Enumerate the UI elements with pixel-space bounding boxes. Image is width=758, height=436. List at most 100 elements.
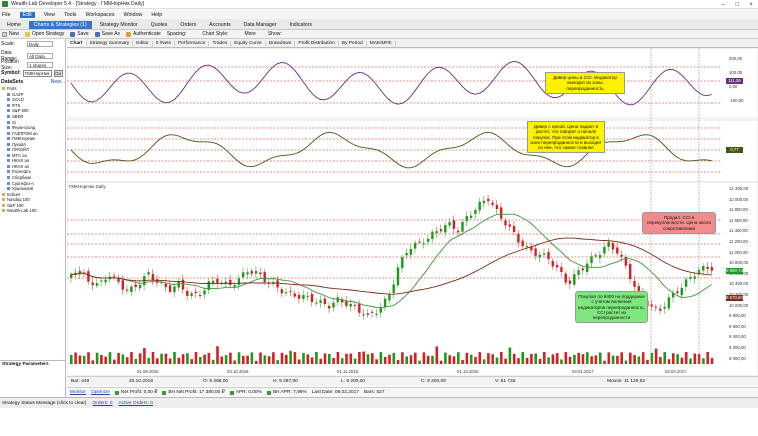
candle-body bbox=[478, 201, 481, 211]
tab-data-manager[interactable]: Data Manager bbox=[243, 22, 277, 28]
dataset-item[interactable]: Лукойл bbox=[2, 141, 64, 147]
dataset-item[interactable]: Сбербанк bbox=[2, 175, 64, 181]
tab-performance[interactable]: Performance bbox=[175, 40, 210, 46]
candle-body bbox=[444, 225, 447, 233]
spacing-control[interactable]: Spacing: bbox=[166, 31, 187, 37]
tab-strategy-monitor[interactable]: Strategy Monitor bbox=[99, 22, 138, 28]
candle-body bbox=[156, 279, 159, 283]
volume-bar bbox=[482, 359, 486, 364]
menu-workspaces[interactable]: Workspaces bbox=[85, 11, 115, 18]
chart-area[interactable]: ГМКНорНик Daily 12 200,00 12 000,00 11 800… bbox=[66, 47, 758, 377]
monitor-link[interactable]: Monitor bbox=[70, 390, 86, 395]
dataset-item[interactable]: Сургнфгз-п bbox=[2, 180, 64, 186]
volume-bar bbox=[151, 352, 155, 364]
dataset-label: S&P 100 bbox=[7, 202, 24, 208]
dataset-item[interactable]: S&P 500 bbox=[2, 108, 64, 114]
dataset-item[interactable]: МТС ао bbox=[2, 153, 64, 159]
tab-equity-curve[interactable]: Equity Curve bbox=[231, 40, 266, 46]
tab-editor[interactable]: Editor bbox=[133, 40, 153, 46]
go-button[interactable]: Go bbox=[53, 69, 63, 77]
tab-strategy-summary[interactable]: Strategy Summary bbox=[87, 40, 134, 46]
menu-view[interactable]: View bbox=[43, 11, 56, 18]
volume-bar bbox=[375, 359, 378, 364]
bar-open: O: 9 268,00 bbox=[203, 379, 229, 384]
close-button[interactable]: × bbox=[749, 1, 753, 8]
tab-profit-distribution[interactable]: Profit Distribution bbox=[295, 40, 339, 46]
scale-select[interactable]: Daily bbox=[27, 41, 53, 47]
candle-body bbox=[693, 276, 696, 279]
tab-by-period[interactable]: By Period bbox=[339, 40, 367, 46]
menu-help[interactable]: Help bbox=[151, 11, 163, 18]
open-strategy-button[interactable]: Open Strategy bbox=[25, 31, 64, 37]
save-button[interactable]: Save bbox=[70, 31, 89, 37]
menu-file[interactable]: File bbox=[2, 11, 11, 18]
price-chart-svg[interactable]: ГМКНорНик Daily bbox=[66, 47, 758, 377]
dataset-item[interactable]: НКНХ ао bbox=[2, 158, 64, 164]
volume-bar bbox=[293, 352, 297, 364]
tab-mae-mfe[interactable]: MAE/MFE bbox=[367, 40, 396, 46]
strategy-status-message[interactable]: Strategy Status Message (click to clear) bbox=[2, 400, 87, 406]
position-size-select[interactable]: 1 shares bbox=[27, 62, 53, 68]
dataset-item[interactable]: ГМКНорНик bbox=[2, 136, 64, 142]
volume-bar bbox=[637, 356, 641, 364]
dataset-item[interactable]: Si bbox=[2, 119, 64, 125]
symbol-input[interactable]: ГМКНорНик bbox=[22, 69, 52, 77]
dataset-folder[interactable]: S&P 100 bbox=[2, 202, 64, 208]
tab-quotes[interactable]: Quotes bbox=[150, 22, 168, 28]
tab-home[interactable]: Home bbox=[7, 22, 21, 28]
dataset-folder[interactable]: Forts bbox=[2, 86, 64, 92]
tab-charts-strategies[interactable]: Charts & Strategies (1) bbox=[28, 21, 92, 29]
minimize-button[interactable]: – bbox=[721, 1, 725, 8]
data-range-select[interactable]: All Data bbox=[27, 53, 53, 59]
more-dropdown[interactable]: More bbox=[244, 31, 256, 37]
tab-indicators[interactable]: Indicators bbox=[289, 22, 312, 28]
candle-body bbox=[482, 200, 486, 204]
dataset-item[interactable]: Роснефть bbox=[2, 169, 64, 175]
tab-nets[interactable]: 0 /Nets bbox=[153, 40, 175, 46]
dataset-folder[interactable]: Nasdaq 100 bbox=[2, 197, 64, 203]
dataset-item[interactable]: RTS bbox=[2, 103, 64, 109]
volume-bar bbox=[512, 353, 516, 364]
dataset-folder[interactable]: Indices bbox=[2, 191, 64, 197]
new-button[interactable]: New bbox=[2, 31, 19, 37]
candle-body bbox=[697, 269, 701, 275]
volume-bar bbox=[500, 352, 503, 364]
strategy-parameters-panel: Strategy Parameters bbox=[0, 360, 66, 436]
candle-body bbox=[87, 271, 90, 282]
optimize-link[interactable]: Optimize bbox=[91, 390, 110, 395]
tab-trades[interactable]: Trades bbox=[209, 40, 232, 46]
dataset-item[interactable]: GOLD bbox=[2, 97, 64, 103]
dataset-item[interactable]: Уралкалий bbox=[2, 186, 64, 192]
dataset-item[interactable]: SBER bbox=[2, 114, 64, 120]
volume-bar bbox=[371, 353, 374, 364]
orders-link[interactable]: Orders: 0 bbox=[92, 400, 113, 406]
tab-orders[interactable]: Orders bbox=[180, 22, 197, 28]
menu-tools[interactable]: Tools bbox=[64, 11, 77, 18]
save-as-button[interactable]: Save As bbox=[94, 31, 120, 37]
menu-edit[interactable]: Edit bbox=[19, 11, 35, 18]
volume-bar bbox=[611, 355, 615, 364]
folder-icon bbox=[2, 198, 5, 202]
authenticate-button[interactable]: Authenticate bbox=[126, 31, 161, 37]
dataset-item[interactable]: ГАЗПРОМ ао bbox=[2, 130, 64, 136]
show-control[interactable]: Show: bbox=[267, 31, 282, 37]
chart-style-control[interactable]: Chart Style: bbox=[202, 31, 229, 37]
candle-body bbox=[422, 243, 425, 245]
candle-body bbox=[598, 255, 602, 259]
volume-bar bbox=[525, 358, 529, 364]
tab-chart[interactable]: Chart bbox=[67, 40, 87, 46]
dataset-folder[interactable]: Wealth-Lab 100 bbox=[2, 208, 64, 214]
dataset-item[interactable]: ЛУКОЙЛ bbox=[2, 147, 64, 153]
menu-window[interactable]: Window bbox=[123, 11, 143, 18]
candle-body bbox=[680, 287, 683, 296]
volume-bar bbox=[319, 358, 322, 364]
tab-drawdown[interactable]: Drawdown bbox=[266, 40, 296, 46]
maximize-button[interactable]: □ bbox=[735, 1, 739, 8]
dataset-item[interactable]: Ферм-сколд bbox=[2, 125, 64, 131]
dataset-item[interactable]: НКНХ ап bbox=[2, 164, 64, 170]
dataset-item[interactable]: GAZP bbox=[2, 92, 64, 98]
active-orders-link[interactable]: Active Orders: 0 bbox=[118, 400, 153, 406]
datasets-new-link[interactable]: New... bbox=[50, 79, 65, 85]
dataset-label: S&P 500 bbox=[12, 108, 29, 114]
tab-accounts[interactable]: Accounts bbox=[209, 22, 231, 28]
